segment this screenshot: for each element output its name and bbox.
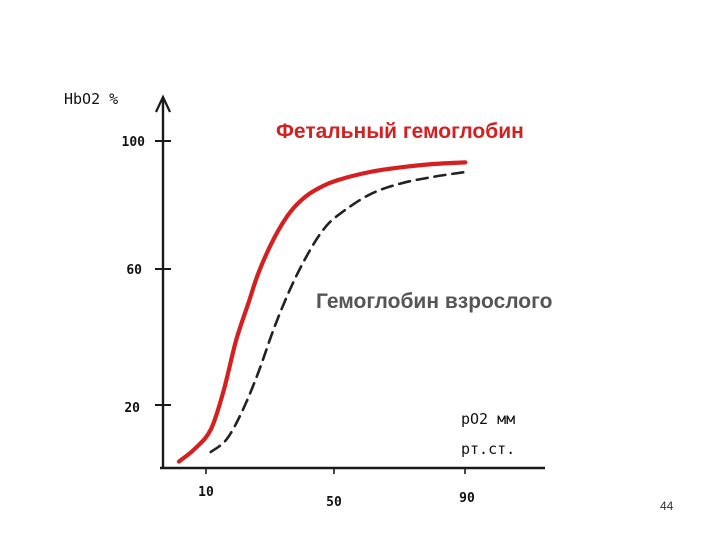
y-tick-20: 20 — [124, 401, 171, 416]
y-axis-arrow — [155, 94, 171, 113]
y-tick-60: 60 — [126, 263, 171, 278]
x-tick-90: 90 — [459, 468, 475, 506]
series-label-fetal: Фетальный гемоглобин — [276, 120, 524, 143]
y-axis-title: HbO2 % — [64, 90, 118, 108]
series-line-fetal — [176, 160, 468, 464]
x-tick-label-90: 90 — [459, 491, 475, 506]
page-number: 44 — [660, 499, 674, 513]
y-tick-100: 100 — [122, 135, 171, 150]
series-layer — [176, 160, 468, 464]
x-tick-label-10: 10 — [198, 485, 214, 500]
x-tick-50: 50 — [326, 468, 342, 510]
x-axis-title-line2: рт.ст. — [461, 440, 515, 458]
series-line-adult — [209, 170, 467, 454]
series-label-adult: Гемоглобин взрослого — [316, 290, 552, 313]
x-tick-label-50: 50 — [326, 495, 342, 510]
x-tick-10: 10 — [198, 468, 214, 500]
y-tick-label-20: 20 — [124, 401, 140, 416]
x-axis-title-line1: pO2 мм — [461, 410, 515, 428]
y-tick-label-60: 60 — [126, 263, 142, 278]
plot-area: 100 60 20 10 50 90 HbO2 % pO2 мм рт.ст. … — [64, 90, 552, 510]
y-tick-label-100: 100 — [122, 135, 146, 150]
